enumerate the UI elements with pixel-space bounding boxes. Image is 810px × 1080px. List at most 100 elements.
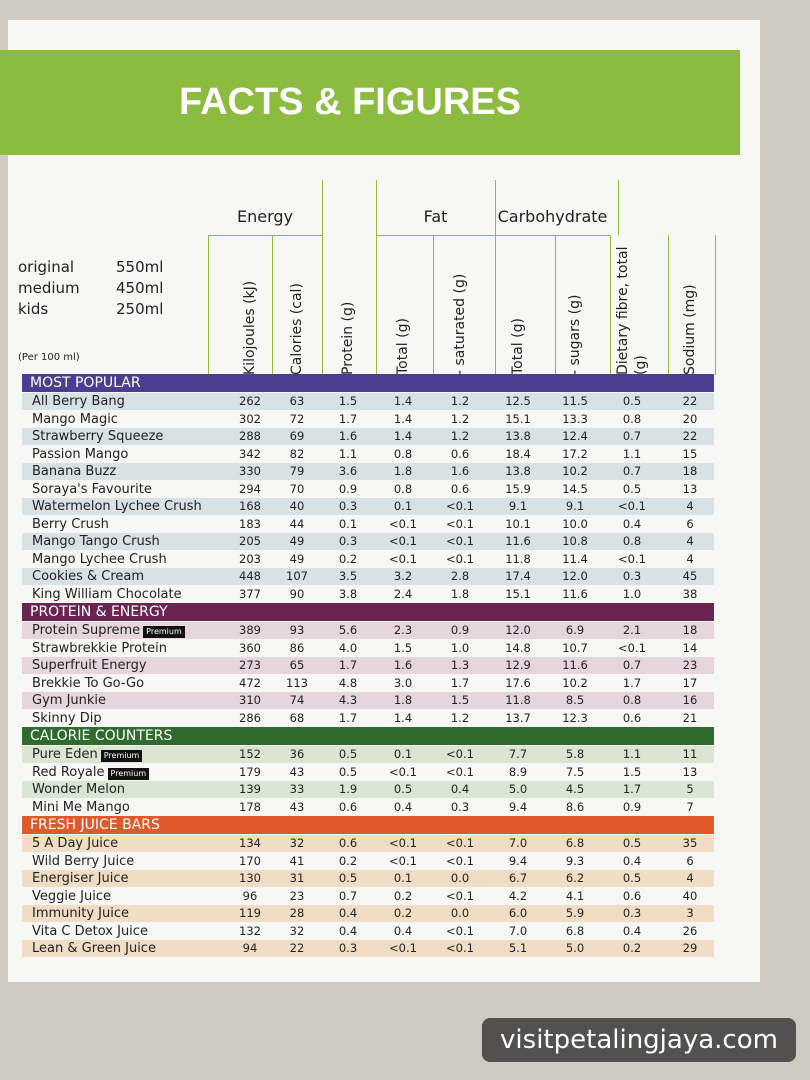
nutrient-value: 17	[682, 675, 698, 690]
nutrient-value: 94	[242, 941, 258, 955]
group-label: Energy	[236, 207, 293, 226]
nutrient-value: <0.1	[618, 551, 646, 566]
nutrient-value: 11.4	[562, 551, 588, 566]
row-band	[22, 852, 714, 870]
nutrient-value: 0.2	[338, 551, 358, 566]
row-band	[22, 870, 714, 887]
item-name-text: Superfruit Energy	[32, 658, 147, 673]
item-name: Superfruit Energy	[32, 657, 147, 674]
nutrient-value: 1.3	[450, 658, 470, 672]
item-name: Pure Eden Premium	[32, 746, 143, 763]
item-name: Red Royale Premium	[32, 764, 150, 781]
group-label: Carbohydrate	[497, 207, 608, 226]
item-name-text: Mini Me Mango	[32, 799, 130, 815]
nutrient-value: 8.5	[565, 693, 585, 707]
nutrient-value: 6	[686, 853, 694, 868]
item-name: Mini Me Mango	[32, 799, 130, 816]
nutrient-value: 18.4	[505, 446, 531, 461]
nutrient-value: 0.3	[338, 534, 358, 548]
nutrient-value: 17.6	[505, 675, 531, 690]
nutrient-value: 13.8	[505, 464, 531, 478]
nutrient-value: 0.1	[393, 871, 413, 885]
nutrient-value: 9.4	[508, 853, 528, 868]
nutrient-value: 14.5	[562, 481, 588, 496]
nutrient-value: 113	[286, 675, 308, 690]
column-header: Calories (cal)	[289, 283, 305, 375]
nutrient-value: 2.4	[393, 586, 413, 601]
nutrient-value: <0.1	[446, 534, 474, 548]
row-band	[22, 835, 714, 852]
nutrient-value: 0.9	[450, 623, 470, 637]
size-name: kids	[18, 300, 49, 318]
nutrient-value: 6.8	[565, 836, 585, 850]
nutrient-value: 1.7	[622, 782, 642, 796]
nutrient-value: 10.1	[505, 516, 531, 531]
nutrient-value: 0.5	[622, 871, 642, 885]
nutrient-value: 17.4	[505, 569, 531, 583]
item-name-text: Watermelon Lychee Crush	[32, 499, 202, 514]
nutrient-value: 1.4	[393, 394, 413, 408]
nutrient-value: 0.6	[450, 481, 470, 496]
item-name-text: Mango Magic	[32, 411, 118, 427]
nutrient-value: 1.2	[450, 411, 470, 426]
nutrient-value: 170	[239, 853, 261, 868]
column-separator	[433, 235, 434, 375]
nutrient-value: 65	[289, 658, 305, 672]
nutrient-value: 0.0	[450, 871, 470, 885]
row-band	[22, 428, 714, 445]
nutrient-value: 0.5	[622, 481, 642, 496]
premium-badge: Premium	[107, 767, 150, 780]
nutrient-value: 1.6	[393, 658, 413, 672]
nutrient-value: 134	[239, 836, 261, 850]
row-band	[22, 674, 714, 692]
column-header: Protein (g)	[340, 301, 356, 375]
nutrient-value: 302	[239, 411, 261, 426]
nutrient-value: 0.5	[393, 782, 413, 796]
nutrient-value: 0.8	[393, 481, 413, 496]
nutrient-value: 38	[682, 586, 698, 601]
nutrient-value: 6.9	[565, 623, 585, 637]
nutrient-value: 1.4	[393, 710, 413, 725]
nutrient-value: 377	[239, 586, 261, 601]
nutrient-value: 0.2	[622, 941, 642, 955]
group-separator	[322, 180, 323, 235]
nutrient-value: 262	[239, 394, 261, 408]
nutrient-value: 43	[289, 764, 305, 779]
nutrient-value: 132	[239, 923, 261, 938]
nutrient-value: 0.9	[338, 481, 358, 496]
nutrient-value: <0.1	[446, 516, 474, 531]
row-band	[22, 763, 714, 781]
nutrient-value: 13.3	[562, 411, 588, 426]
nutrient-value: 152	[239, 747, 261, 761]
item-name: Immunity Juice	[32, 905, 129, 922]
nutrient-value: 18	[682, 464, 698, 478]
nutrient-value: 22	[682, 394, 698, 408]
nutrient-value: <0.1	[446, 551, 474, 566]
nutrient-value: 4.1	[565, 888, 585, 903]
premium-badge: Premium	[143, 626, 185, 638]
nutrient-value: 179	[239, 764, 261, 779]
row-band	[22, 905, 714, 922]
nutrient-value: 288	[239, 429, 261, 443]
nutrient-value: 0.5	[622, 836, 642, 850]
nutrient-value: 1.0	[450, 640, 470, 655]
nutrient-value: 14	[682, 640, 698, 655]
nutrient-value: <0.1	[389, 836, 417, 850]
nutrient-value: 86	[289, 640, 305, 655]
nutrient-value: 8.6	[565, 799, 585, 814]
row-band	[22, 887, 714, 905]
nutrient-value: 0.5	[338, 871, 358, 885]
column-header: Dietary fibre, total (g)	[615, 246, 649, 375]
nutrient-value: <0.1	[446, 941, 474, 955]
title: FACTS & FIGURES	[178, 81, 522, 123]
nutrient-value: 9.4	[508, 799, 528, 814]
nutrient-value: 1.5	[338, 394, 358, 408]
nutrient-value: 11	[682, 747, 698, 761]
nutrient-value: 0.8	[622, 534, 642, 548]
nutrient-value: 2.8	[450, 569, 470, 583]
row-band	[22, 692, 714, 709]
nutrient-value: 74	[289, 693, 305, 707]
group-separator	[618, 180, 619, 235]
row-band	[22, 781, 714, 798]
row-band	[22, 798, 714, 816]
